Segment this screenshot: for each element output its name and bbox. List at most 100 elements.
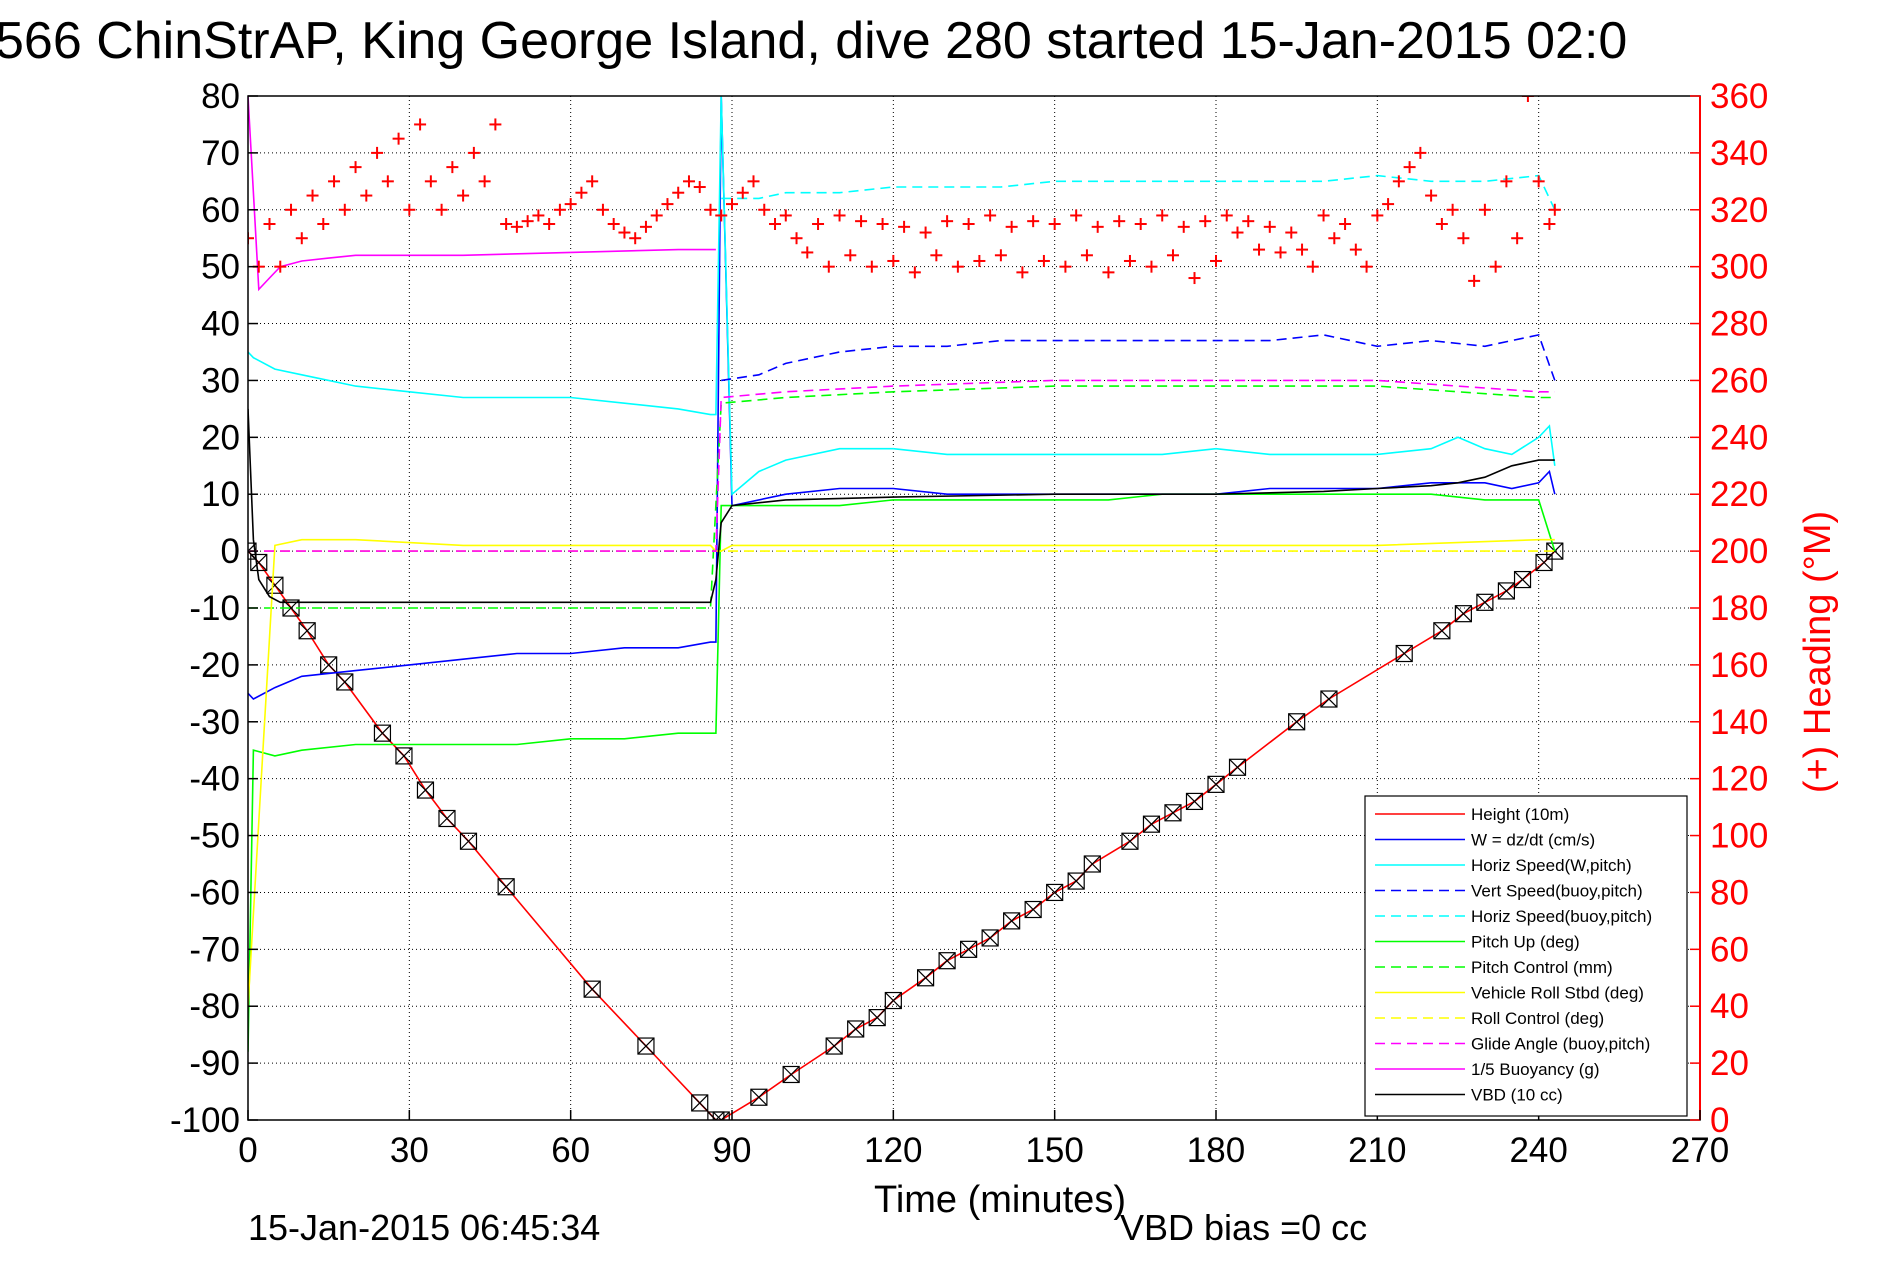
- legend-label: Pitch Up (deg): [1471, 933, 1580, 952]
- heading-point: [285, 203, 298, 216]
- series-5: [248, 493, 1556, 1052]
- data-point: [847, 1020, 865, 1038]
- heading-point: [564, 198, 577, 211]
- heading-point: [338, 203, 351, 216]
- data-point: [1067, 872, 1085, 890]
- right-y-tick-label: 80: [1710, 873, 1749, 912]
- data-point: [250, 553, 268, 572]
- y-tick-label: -90: [189, 1044, 240, 1083]
- x-tick-label: 30: [390, 1131, 429, 1170]
- right-y-tick-label: 160: [1710, 646, 1768, 685]
- legend-entry: Glide Angle (buoy,pitch): [1375, 1035, 1650, 1054]
- heading-point: [1156, 209, 1169, 222]
- data-point: [1024, 900, 1042, 919]
- series-1: [248, 96, 1556, 700]
- x-tick-label: 0: [238, 1131, 257, 1170]
- heading-point: [424, 175, 437, 188]
- right-y-axis-label: (+) Heading (°M): [1797, 511, 1839, 793]
- data-point: [1454, 605, 1472, 623]
- heading-point: [1296, 243, 1309, 256]
- heading-point: [876, 218, 889, 230]
- heading-point: [1059, 260, 1072, 273]
- heading-point: [1123, 254, 1136, 267]
- heading-point: [1231, 226, 1244, 239]
- heading-point: [263, 218, 276, 230]
- legend-entry: Vert Speed(buoy,pitch): [1375, 882, 1643, 901]
- heading-point: [360, 189, 373, 202]
- footer-vbd-bias: VBD bias =0 cc: [1120, 1207, 1367, 1248]
- data-point: [266, 576, 284, 594]
- heading-point: [1102, 266, 1115, 279]
- heading-point: [1317, 209, 1330, 222]
- data-point: [373, 724, 392, 742]
- data-point: [1433, 622, 1451, 640]
- heading-point: [704, 203, 717, 216]
- series-line: [248, 538, 1555, 1007]
- data-point: [825, 1037, 843, 1055]
- data-point: [1476, 593, 1494, 611]
- heading-point: [457, 189, 470, 202]
- legend-entry: Horiz Speed(W,pitch): [1375, 856, 1632, 875]
- heading-point: [317, 218, 330, 230]
- legend-label: 1/5 Buoyancy (g): [1471, 1060, 1600, 1079]
- heading-point: [973, 254, 986, 267]
- heading-point: [1285, 226, 1298, 239]
- heading-point: [510, 220, 523, 233]
- heading-point: [1382, 198, 1395, 211]
- heading-point: [596, 203, 609, 216]
- heading-point: [532, 209, 545, 222]
- x-tick-label: 90: [713, 1131, 752, 1170]
- heading-point: [1489, 260, 1502, 273]
- legend-label: Height (10m): [1471, 805, 1569, 824]
- heading-point: [682, 175, 695, 188]
- data-point: [1003, 912, 1021, 930]
- heading-point: [1446, 203, 1459, 216]
- data-point: [1164, 804, 1182, 822]
- data-point: [1497, 582, 1516, 600]
- heading-point: [919, 226, 932, 239]
- y-tick-label: -40: [189, 760, 240, 799]
- data-point: [868, 1008, 886, 1027]
- heading-point: [446, 161, 459, 174]
- data-point: [1207, 775, 1225, 793]
- series-4: [721, 174, 1556, 211]
- series-line: [248, 96, 1556, 496]
- heading-point: [1210, 254, 1222, 267]
- heading-point: [403, 203, 416, 216]
- heading-point: [747, 175, 760, 188]
- heading-point: [1199, 215, 1212, 228]
- right-y-tick-label: 260: [1710, 361, 1768, 400]
- heading-point: [349, 161, 362, 174]
- heading-point: [435, 203, 448, 216]
- data-point: [637, 1037, 655, 1055]
- y-tick-label: 80: [201, 77, 240, 116]
- right-y-tick-label: 140: [1710, 703, 1768, 742]
- heading-point: [1145, 260, 1158, 273]
- legend-label: Pitch Control (mm): [1471, 958, 1613, 977]
- x-axis-label: Time (minutes): [874, 1179, 1126, 1221]
- heading-point: [1360, 260, 1373, 273]
- heading-point: [1435, 218, 1448, 230]
- series-9: [248, 379, 1555, 552]
- heading-point: [1468, 274, 1481, 287]
- heading-point: [1414, 146, 1427, 159]
- heading-point: [941, 215, 954, 228]
- series-line: [248, 385, 1555, 609]
- series-line: [248, 379, 1555, 552]
- data-point: [497, 878, 515, 896]
- y-tick-label: -10: [189, 589, 240, 628]
- x-tick-label: 240: [1509, 1131, 1567, 1170]
- data-point: [960, 940, 978, 958]
- y-tick-label: -20: [189, 646, 240, 685]
- heading-point: [478, 175, 491, 188]
- heading-point: [898, 220, 911, 233]
- right-y-tick-label: 0: [1710, 1101, 1729, 1140]
- legend-entry: VBD (10 cc): [1375, 1086, 1563, 1105]
- heading-point: [801, 246, 814, 259]
- y-tick-label: -60: [189, 873, 240, 912]
- y-tick-label: -70: [189, 930, 240, 969]
- x-tick-label: 210: [1348, 1131, 1406, 1170]
- legend-label: W = dz/dt (cm/s): [1471, 831, 1595, 850]
- x-tick-label: 120: [864, 1131, 922, 1170]
